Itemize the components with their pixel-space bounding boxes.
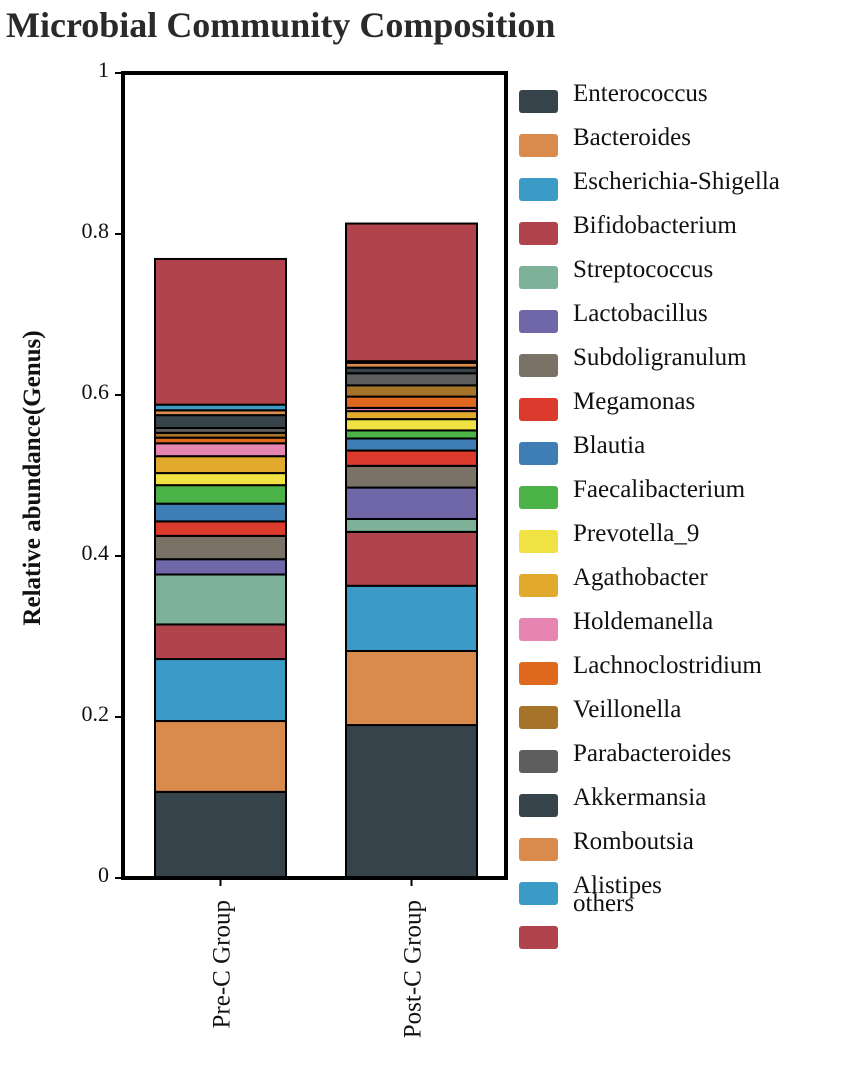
bar-segment-pre-c-group-faecalibacterium	[154, 484, 287, 505]
bar-segment-post-c-group-faecalibacterium	[345, 429, 478, 440]
legend-label-romboutsia: Romboutsia	[573, 828, 694, 855]
legend-swatch-streptococcus	[519, 266, 558, 289]
legend-label-streptococcus: Streptococcus	[573, 256, 713, 283]
bar-segment-post-c-group-others	[345, 222, 478, 363]
plot-frame	[121, 71, 508, 880]
legend-swatch-parabacteroides	[519, 750, 558, 773]
bar-stacks	[154, 222, 478, 879]
legend-label-subdoligranulum: Subdoligranulum	[573, 344, 747, 371]
y-tick-label: 0.2	[82, 701, 110, 726]
y-tick-label: 0.4	[82, 540, 110, 565]
bar-segment-post-c-group-lachnoclostridium	[345, 395, 478, 409]
bar-segment-pre-c-group-escherichia-shigella	[154, 658, 287, 723]
bar-segment-pre-c-group-akkermansia	[154, 414, 287, 430]
legend-label-prevotella-9: Prevotella_9	[573, 520, 699, 547]
legend: Enterococcus Bacteroides Escherichia-Shige…	[519, 80, 780, 949]
legend-swatch-veillonella	[519, 706, 558, 729]
legend-label-megamonas: Megamonas	[573, 388, 695, 415]
legend-swatch-subdoligranulum	[519, 354, 558, 377]
legend-label-blautia: Blautia	[573, 432, 645, 459]
chart-title: Microbial Community Composition	[6, 5, 555, 45]
bar-segment-post-c-group-enterococcus	[345, 724, 478, 879]
legend-swatch-holdemanella	[519, 618, 558, 641]
legend-swatch-faecalibacterium	[519, 486, 558, 509]
bar-segment-pre-c-group-enterococcus	[154, 790, 287, 879]
bar-segment-pre-c-group-megamonas	[154, 520, 287, 537]
legend-swatch-agathobacter	[519, 574, 558, 597]
y-tick-label: 0.6	[82, 379, 110, 404]
bar-segment-post-c-group-blautia	[345, 437, 478, 452]
legend-label-agathobacter: Agathobacter	[573, 564, 708, 591]
legend-label-lachnoclostridium: Lachnoclostridium	[573, 652, 762, 679]
bar-segment-pre-c-group-blautia	[154, 502, 287, 523]
legend-swatch-bacteroides	[519, 134, 558, 157]
bar-segment-pre-c-group-holdemanella	[154, 442, 287, 458]
bar-segment-post-c-group-streptococcus	[345, 517, 478, 533]
legend-label-veillonella: Veillonella	[573, 696, 681, 723]
bar-segment-post-c-group-parabacteroides	[345, 372, 478, 387]
legend-swatch-others	[519, 926, 558, 949]
legend-swatch-alistipes	[519, 882, 558, 905]
bar-segment-post-c-group-bifidobacterium	[345, 530, 478, 587]
bar-segment-post-c-group-agathobacter	[345, 410, 478, 421]
bar-segment-pre-c-group-bifidobacterium	[154, 623, 287, 661]
legend-swatch-escherichia-shigella	[519, 178, 558, 201]
legend-swatch-prevotella-9	[519, 530, 558, 553]
y-axis-label: Relative abundance(Genus)	[19, 330, 46, 625]
bar-segment-post-c-group-subdoligranulum	[345, 464, 478, 489]
y-axis-ticks: 0 0.2 0.4 0.6 0.8 1	[82, 57, 123, 887]
legend-label-akkermansia: Akkermansia	[573, 784, 706, 811]
legend-label-faecalibacterium: Faecalibacterium	[573, 476, 746, 503]
x-tick-label-pre-c-group: Pre-C Group	[209, 900, 236, 1028]
legend-label-enterococcus: Enterococcus	[573, 80, 708, 107]
legend-swatch-lactobacillus	[519, 310, 558, 333]
bar-segment-post-c-group-prevotella-9	[345, 418, 478, 432]
legend-swatch-megamonas	[519, 398, 558, 421]
legend-label-others: others	[573, 890, 634, 917]
legend-swatch-blautia	[519, 442, 558, 465]
y-tick-label: 1	[98, 57, 109, 82]
bar-segment-pre-c-group-agathobacter	[154, 455, 287, 475]
legend-label-escherichia-shigella: Escherichia-Shigella	[573, 168, 780, 195]
legend-label-alistipes: Alistipes	[573, 872, 662, 899]
legend-swatch-enterococcus	[519, 90, 558, 113]
legend-label-lactobacillus: Lactobacillus	[573, 300, 708, 327]
y-tick-label: 0	[98, 862, 109, 887]
x-tick-label-post-c-group: Post-C Group	[400, 900, 427, 1038]
legend-swatch-akkermansia	[519, 794, 558, 817]
bar-segment-pre-c-group-lactobacillus	[154, 558, 287, 576]
legend-swatch-bifidobacterium	[519, 222, 558, 245]
bar-segment-pre-c-group-streptococcus	[154, 573, 287, 626]
legend-label-bacteroides: Bacteroides	[573, 124, 691, 151]
bar-segment-post-c-group-lactobacillus	[345, 486, 478, 520]
bar-segment-pre-c-group-subdoligranulum	[154, 534, 287, 561]
legend-swatch-romboutsia	[519, 838, 558, 861]
legend-swatch-lachnoclostridium	[519, 662, 558, 685]
bar-segment-post-c-group-megamonas	[345, 449, 478, 467]
legend-label-holdemanella: Holdemanella	[573, 608, 713, 635]
bar-segment-pre-c-group-bacteroides	[154, 720, 287, 793]
bar-segment-pre-c-group-prevotella-9	[154, 472, 287, 487]
legend-label-parabacteroides: Parabacteroides	[573, 740, 731, 767]
y-tick-label: 0.8	[82, 218, 110, 243]
x-axis-ticks: Pre-C Group Post-C Group	[209, 878, 427, 1038]
bar-segment-pre-c-group-others	[154, 257, 287, 406]
bar-segment-post-c-group-escherichia-shigella	[345, 584, 478, 652]
bar-segment-post-c-group-bacteroides	[345, 649, 478, 727]
bar-segment-post-c-group-veillonella	[345, 384, 478, 398]
legend-label-bifidobacterium: Bifidobacterium	[573, 212, 737, 239]
